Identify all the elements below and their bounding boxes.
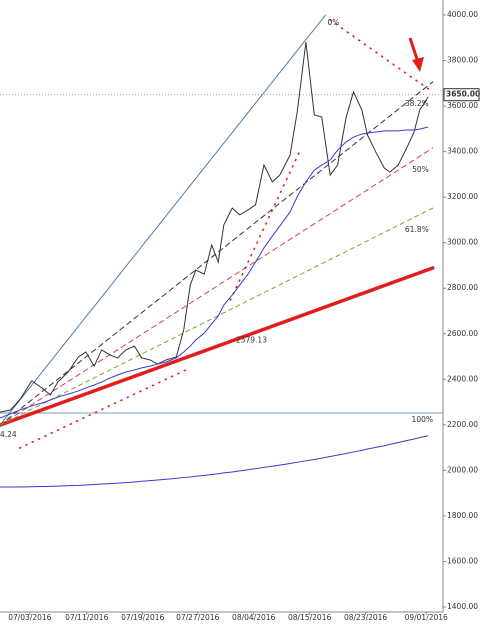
trend-line bbox=[0, 14, 326, 426]
trend-line bbox=[0, 266, 435, 427]
y-tick-label: 2200.00 bbox=[447, 420, 478, 429]
x-tick-label: 08/04/2016 bbox=[232, 613, 275, 622]
trend-line bbox=[329, 19, 434, 93]
x-tick-label: 07/03/2016 bbox=[8, 613, 51, 622]
annotation: 4.24 bbox=[0, 430, 17, 439]
x-tick-label: 08/23/2016 bbox=[344, 613, 387, 622]
trend-line bbox=[229, 149, 302, 301]
y-tick-label: 2000.00 bbox=[447, 465, 478, 474]
trend-line bbox=[0, 81, 434, 426]
arrow bbox=[408, 37, 420, 63]
series-line bbox=[0, 126, 429, 419]
x-tick-label: 08/15/2016 bbox=[288, 613, 331, 622]
series-line bbox=[0, 435, 429, 488]
price-label-box bbox=[443, 88, 480, 102]
y-tick-label: 1800.00 bbox=[447, 511, 478, 520]
x-tick-label: 07/19/2016 bbox=[121, 613, 164, 622]
fib-label: 50% bbox=[412, 165, 429, 174]
y-tick-label: 2400.00 bbox=[447, 374, 478, 383]
fib-label: 0% bbox=[327, 18, 339, 27]
x-tick-label: 07/11/2016 bbox=[65, 613, 108, 622]
arrow-head bbox=[412, 57, 424, 72]
y-tick-label: 2800.00 bbox=[447, 283, 478, 292]
fib-label: 38.2% bbox=[405, 99, 429, 108]
trend-line bbox=[0, 147, 434, 426]
trend-line bbox=[0, 207, 434, 426]
level-label: 100% bbox=[412, 415, 433, 424]
x-tick-label: 09/01/2016 bbox=[405, 613, 448, 622]
price-label: 3650.00 bbox=[446, 90, 480, 99]
y-tick-label: 3800.00 bbox=[447, 56, 478, 65]
series-line bbox=[0, 42, 429, 413]
annotation: 2579.13 bbox=[236, 336, 267, 345]
fib-label: 61.8% bbox=[405, 225, 429, 234]
y-tick-label: 1400.00 bbox=[447, 602, 478, 611]
y-tick-label: 3400.00 bbox=[447, 147, 478, 156]
plot-area bbox=[0, 14, 443, 488]
y-tick-label: 1600.00 bbox=[447, 556, 478, 565]
y-tick-label: 3600.00 bbox=[447, 101, 478, 110]
y-tick-label: 4000.00 bbox=[447, 10, 478, 19]
y-tick-label: 3200.00 bbox=[447, 192, 478, 201]
y-tick-label: 3000.00 bbox=[447, 238, 478, 247]
x-tick-label: 07/27/2016 bbox=[176, 613, 219, 622]
y-tick-label: 2600.00 bbox=[447, 329, 478, 338]
